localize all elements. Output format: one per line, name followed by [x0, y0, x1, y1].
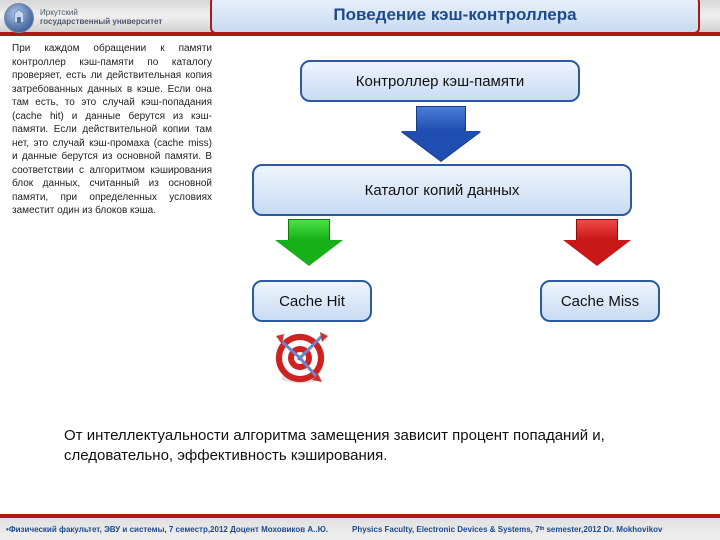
arrow-controller-to-catalog-head: [401, 131, 481, 161]
slide-title: Поведение кэш-контроллера: [333, 5, 576, 25]
university-name: Иркутский государственный университет: [40, 9, 162, 27]
node-catalog-label: Каталог копий данных: [365, 182, 520, 199]
arrow-controller-to-catalog-shaft: [416, 106, 466, 132]
university-crest-icon: [4, 3, 34, 33]
footer-right: Physics Faculty, Electronic Devices & Sy…: [352, 525, 662, 534]
slide-content: При каждом обращении к памяти контроллер…: [0, 36, 720, 506]
description-text: При каждом обращении к памяти контроллер…: [12, 42, 212, 218]
university-logo-area: Иркутский государственный университет: [0, 0, 180, 36]
node-cache-hit-label: Cache Hit: [279, 293, 345, 310]
target-icon: [272, 330, 330, 388]
arrow-catalog-to-hit-shaft: [288, 219, 330, 241]
node-cache-miss: Cache Miss: [540, 280, 660, 322]
node-cache-controller: Контроллер кэш-памяти: [300, 60, 580, 102]
node-cache-hit: Cache Hit: [252, 280, 372, 322]
footer-left: •Физический факультет, ЭВУ и системы, 7 …: [6, 525, 328, 534]
node-catalog: Каталог копий данных: [252, 164, 632, 216]
header-bar: Иркутский государственный университет По…: [0, 0, 720, 36]
node-cache-miss-label: Cache Miss: [561, 293, 639, 310]
conclusion-text: От интеллектуальности алгоритма замещени…: [64, 426, 654, 467]
node-cache-controller-label: Контроллер кэш-памяти: [356, 73, 525, 90]
arrow-catalog-to-miss-head: [563, 240, 631, 266]
university-name-line2: государственный университет: [40, 18, 162, 27]
arrow-catalog-to-hit-head: [275, 240, 343, 266]
slide-title-bar: Поведение кэш-контроллера: [210, 0, 700, 34]
footer-bar: •Физический факультет, ЭВУ и системы, 7 …: [0, 514, 720, 540]
arrow-catalog-to-miss-shaft: [576, 219, 618, 241]
